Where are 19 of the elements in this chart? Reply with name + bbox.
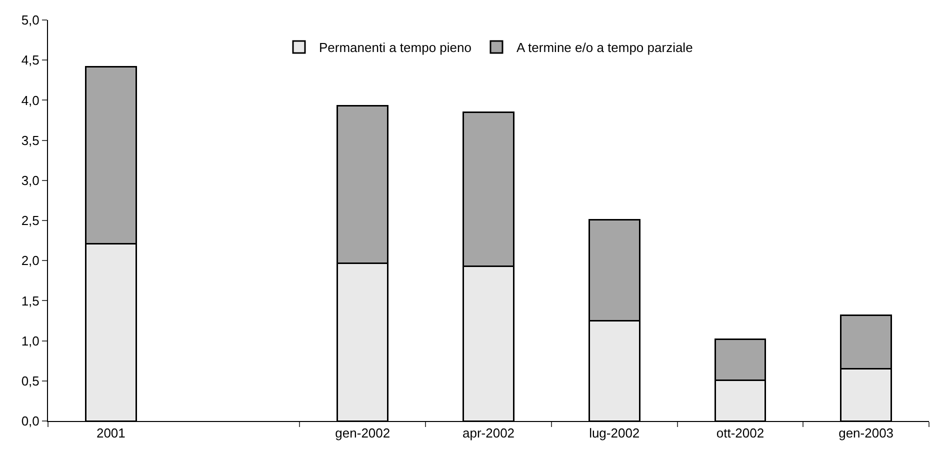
- y-tick-label: 0,0: [21, 414, 40, 429]
- x-tick-label: apr-2002: [462, 426, 515, 441]
- y-tick-label: 2,5: [21, 213, 40, 228]
- x-tick-label: gen-2002: [335, 426, 390, 441]
- y-tick-label: 1,5: [21, 293, 40, 308]
- y-tick-label: 4,5: [21, 52, 40, 68]
- y-tick-label: 3,0: [21, 172, 40, 188]
- legend-label: Permanenti a tempo pieno: [319, 40, 472, 56]
- x-tick-label: lug-2002: [589, 426, 640, 441]
- y-tick-label: 1,0: [21, 333, 40, 348]
- y-tick-label: 5,0: [21, 12, 40, 28]
- x-tick-label: ott-2002: [716, 426, 764, 441]
- x-tick-label: 2001: [96, 426, 126, 441]
- y-tick-label: 0,5: [21, 373, 40, 388]
- y-tick-label: 3,5: [21, 132, 40, 148]
- legend-label: A termine e/o a tempo parziale: [516, 40, 693, 56]
- x-tick-label: gen-2003: [838, 426, 894, 441]
- y-tick-label: 2,0: [21, 253, 40, 268]
- y-tick-label: 4,0: [21, 92, 40, 108]
